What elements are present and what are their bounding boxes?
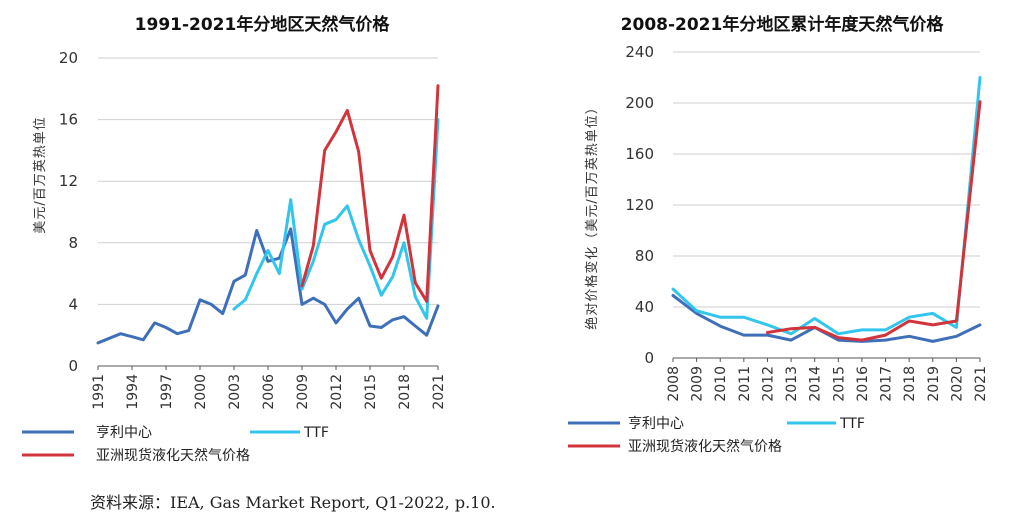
right-x-ticks: 2008 2009 2010 2011 2012 2013 2014 2015 2016 2017… bbox=[666, 358, 989, 402]
left-y-ticks: 0 4 8 12 16 20 bbox=[59, 49, 78, 375]
y-tick-label: 240 bbox=[625, 43, 654, 61]
series-line-asia-lng bbox=[766, 100, 982, 342]
left-gridlines bbox=[98, 57, 438, 367]
left-legend: 亨利中心 TTF 亚洲现货液化天然气价格 bbox=[22, 424, 329, 464]
x-tick-label: 2012 bbox=[329, 374, 345, 410]
y-tick-label: 120 bbox=[625, 196, 654, 214]
x-tick-label: 2008 bbox=[666, 366, 682, 402]
x-tick-label: 2011 bbox=[737, 366, 753, 402]
legend-label-ttf: TTF bbox=[303, 425, 329, 441]
x-tick-label: 2021 bbox=[431, 374, 447, 410]
y-tick-label: 12 bbox=[59, 172, 78, 190]
x-tick-label: 1994 bbox=[125, 374, 141, 410]
y-tick-label: 80 bbox=[635, 247, 654, 265]
legend-label-henry-hub-2: 亨利中心 bbox=[628, 415, 684, 432]
x-tick-label: 2019 bbox=[926, 366, 942, 402]
legend-label-asia-lng: 亚洲现货液化天然气价格 bbox=[96, 447, 250, 464]
x-tick-label: 2006 bbox=[261, 374, 277, 410]
x-tick-label: 1997 bbox=[159, 374, 175, 410]
left-x-ticks: 1991 1994 1997 2000 2003 2006 2009 2012 2015 2018… bbox=[91, 366, 447, 410]
right-y-axis-label: 绝对价格变化（美元/百万英热单位） bbox=[584, 100, 600, 329]
left-y-axis-label: 美元/百万英热单位 bbox=[33, 116, 48, 233]
left-series bbox=[96, 84, 440, 345]
y-tick-label: 40 bbox=[635, 298, 654, 316]
x-tick-label: 2021 bbox=[973, 366, 989, 402]
y-tick-label: 20 bbox=[59, 49, 78, 67]
x-tick-label: 2015 bbox=[831, 366, 847, 402]
legend-label-henry-hub: 亨利中心 bbox=[96, 424, 152, 441]
right-gridlines bbox=[673, 51, 980, 359]
right-legend: 亨利中心 TTF 亚洲现货液化天然气价格 bbox=[568, 415, 865, 455]
y-tick-label: 4 bbox=[68, 295, 78, 313]
series-line-asia-lng bbox=[300, 84, 440, 303]
x-tick-label: 2015 bbox=[363, 374, 379, 410]
y-tick-label: 160 bbox=[625, 145, 654, 163]
x-tick-label: 2009 bbox=[295, 374, 311, 410]
source-note: 资料来源：IEA, Gas Market Report, Q1-2022, p.… bbox=[90, 493, 496, 512]
left-chart-title: 1991-2021年分地区天然气价格 bbox=[135, 14, 391, 35]
x-tick-label: 2010 bbox=[713, 366, 729, 402]
x-tick-label: 2012 bbox=[760, 366, 776, 402]
y-tick-label: 0 bbox=[644, 349, 654, 367]
series-line-ttf bbox=[671, 76, 982, 336]
series-line-ttf bbox=[232, 118, 440, 320]
x-tick-label: 2018 bbox=[397, 374, 413, 410]
x-tick-label: 2009 bbox=[690, 366, 706, 402]
y-tick-label: 0 bbox=[68, 357, 78, 375]
legend-label-asia-lng-2: 亚洲现货液化天然气价格 bbox=[628, 438, 782, 455]
x-tick-label: 2003 bbox=[227, 374, 243, 410]
x-tick-label: 2013 bbox=[784, 366, 800, 402]
y-tick-label: 8 bbox=[68, 234, 78, 252]
x-tick-label: 2018 bbox=[902, 366, 918, 402]
x-tick-label: 2014 bbox=[808, 366, 824, 402]
legend-label-ttf-2: TTF bbox=[839, 416, 865, 432]
y-tick-label: 200 bbox=[625, 94, 654, 112]
x-tick-label: 2020 bbox=[949, 366, 965, 402]
series-line-henry-hub bbox=[671, 294, 982, 343]
right-chart-title: 2008-2021年分地区累计年度天然气价格 bbox=[621, 14, 945, 35]
right-series bbox=[671, 76, 982, 343]
y-tick-label: 16 bbox=[59, 111, 78, 129]
x-tick-label: 1991 bbox=[91, 374, 107, 410]
series-line-henry-hub bbox=[96, 227, 440, 345]
x-tick-label: 2017 bbox=[879, 366, 895, 402]
x-tick-label: 2000 bbox=[193, 374, 209, 410]
x-tick-label: 2016 bbox=[855, 366, 871, 402]
left-chart: 1991-2021年分地区天然气价格 美元/百万英热单位 0 4 8 12 16 20 1… bbox=[33, 14, 447, 410]
right-y-ticks: 0 40 80 120 160 200 240 bbox=[625, 43, 654, 367]
right-chart: 2008-2021年分地区累计年度天然气价格 绝对价格变化（美元/百万英热单位）… bbox=[584, 14, 989, 402]
